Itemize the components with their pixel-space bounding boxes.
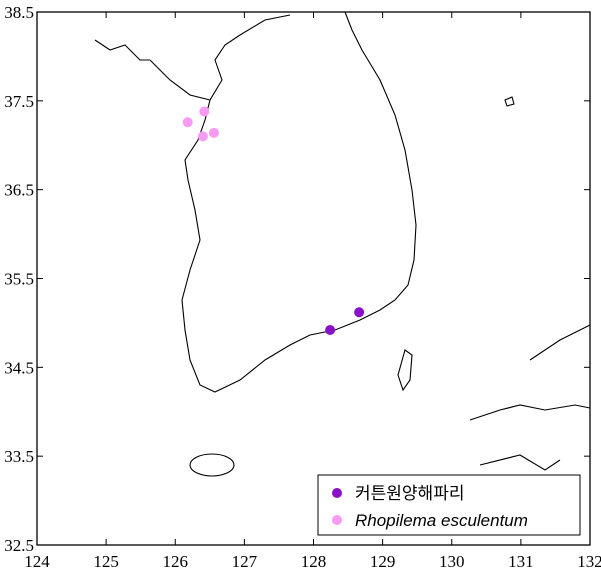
point: [197, 131, 208, 142]
point: [354, 307, 365, 318]
x-tick-label: 125: [93, 552, 119, 571]
x-tick-label: 126: [163, 552, 189, 571]
y-tick-label: 37.5: [4, 92, 34, 111]
coastline: [94, 11, 591, 477]
point: [208, 127, 219, 138]
legend-label: Rhopilema esculentum: [355, 511, 528, 530]
y-tick-label: 35.5: [4, 270, 34, 289]
point: [182, 117, 193, 128]
legend: 커튼원양해파리 Rhopilema esculentum: [317, 474, 581, 536]
y-tick-label: 38.5: [4, 3, 34, 22]
plot-frame: [36, 11, 591, 546]
point: [325, 325, 336, 336]
x-tick-label: 130: [439, 552, 465, 571]
point: [199, 106, 210, 117]
y-tick-label: 32.5: [4, 536, 34, 555]
x-tick-label: 131: [508, 552, 534, 571]
x-tick-label: 127: [232, 552, 258, 571]
legend-marker: [332, 515, 342, 525]
legend-marker: [332, 488, 342, 498]
x-tick-label: 128: [301, 552, 327, 571]
y-tick-label: 33.5: [4, 447, 34, 466]
y-tick-label: 36.5: [4, 181, 34, 200]
x-tick-label: 132: [577, 552, 601, 571]
legend-box: [317, 474, 581, 536]
x-tick-label: 129: [370, 552, 396, 571]
y-tick-label: 34.5: [4, 358, 34, 377]
legend-label: 커튼원양해파리: [355, 484, 464, 503]
x-tick-label: 124: [24, 552, 50, 571]
